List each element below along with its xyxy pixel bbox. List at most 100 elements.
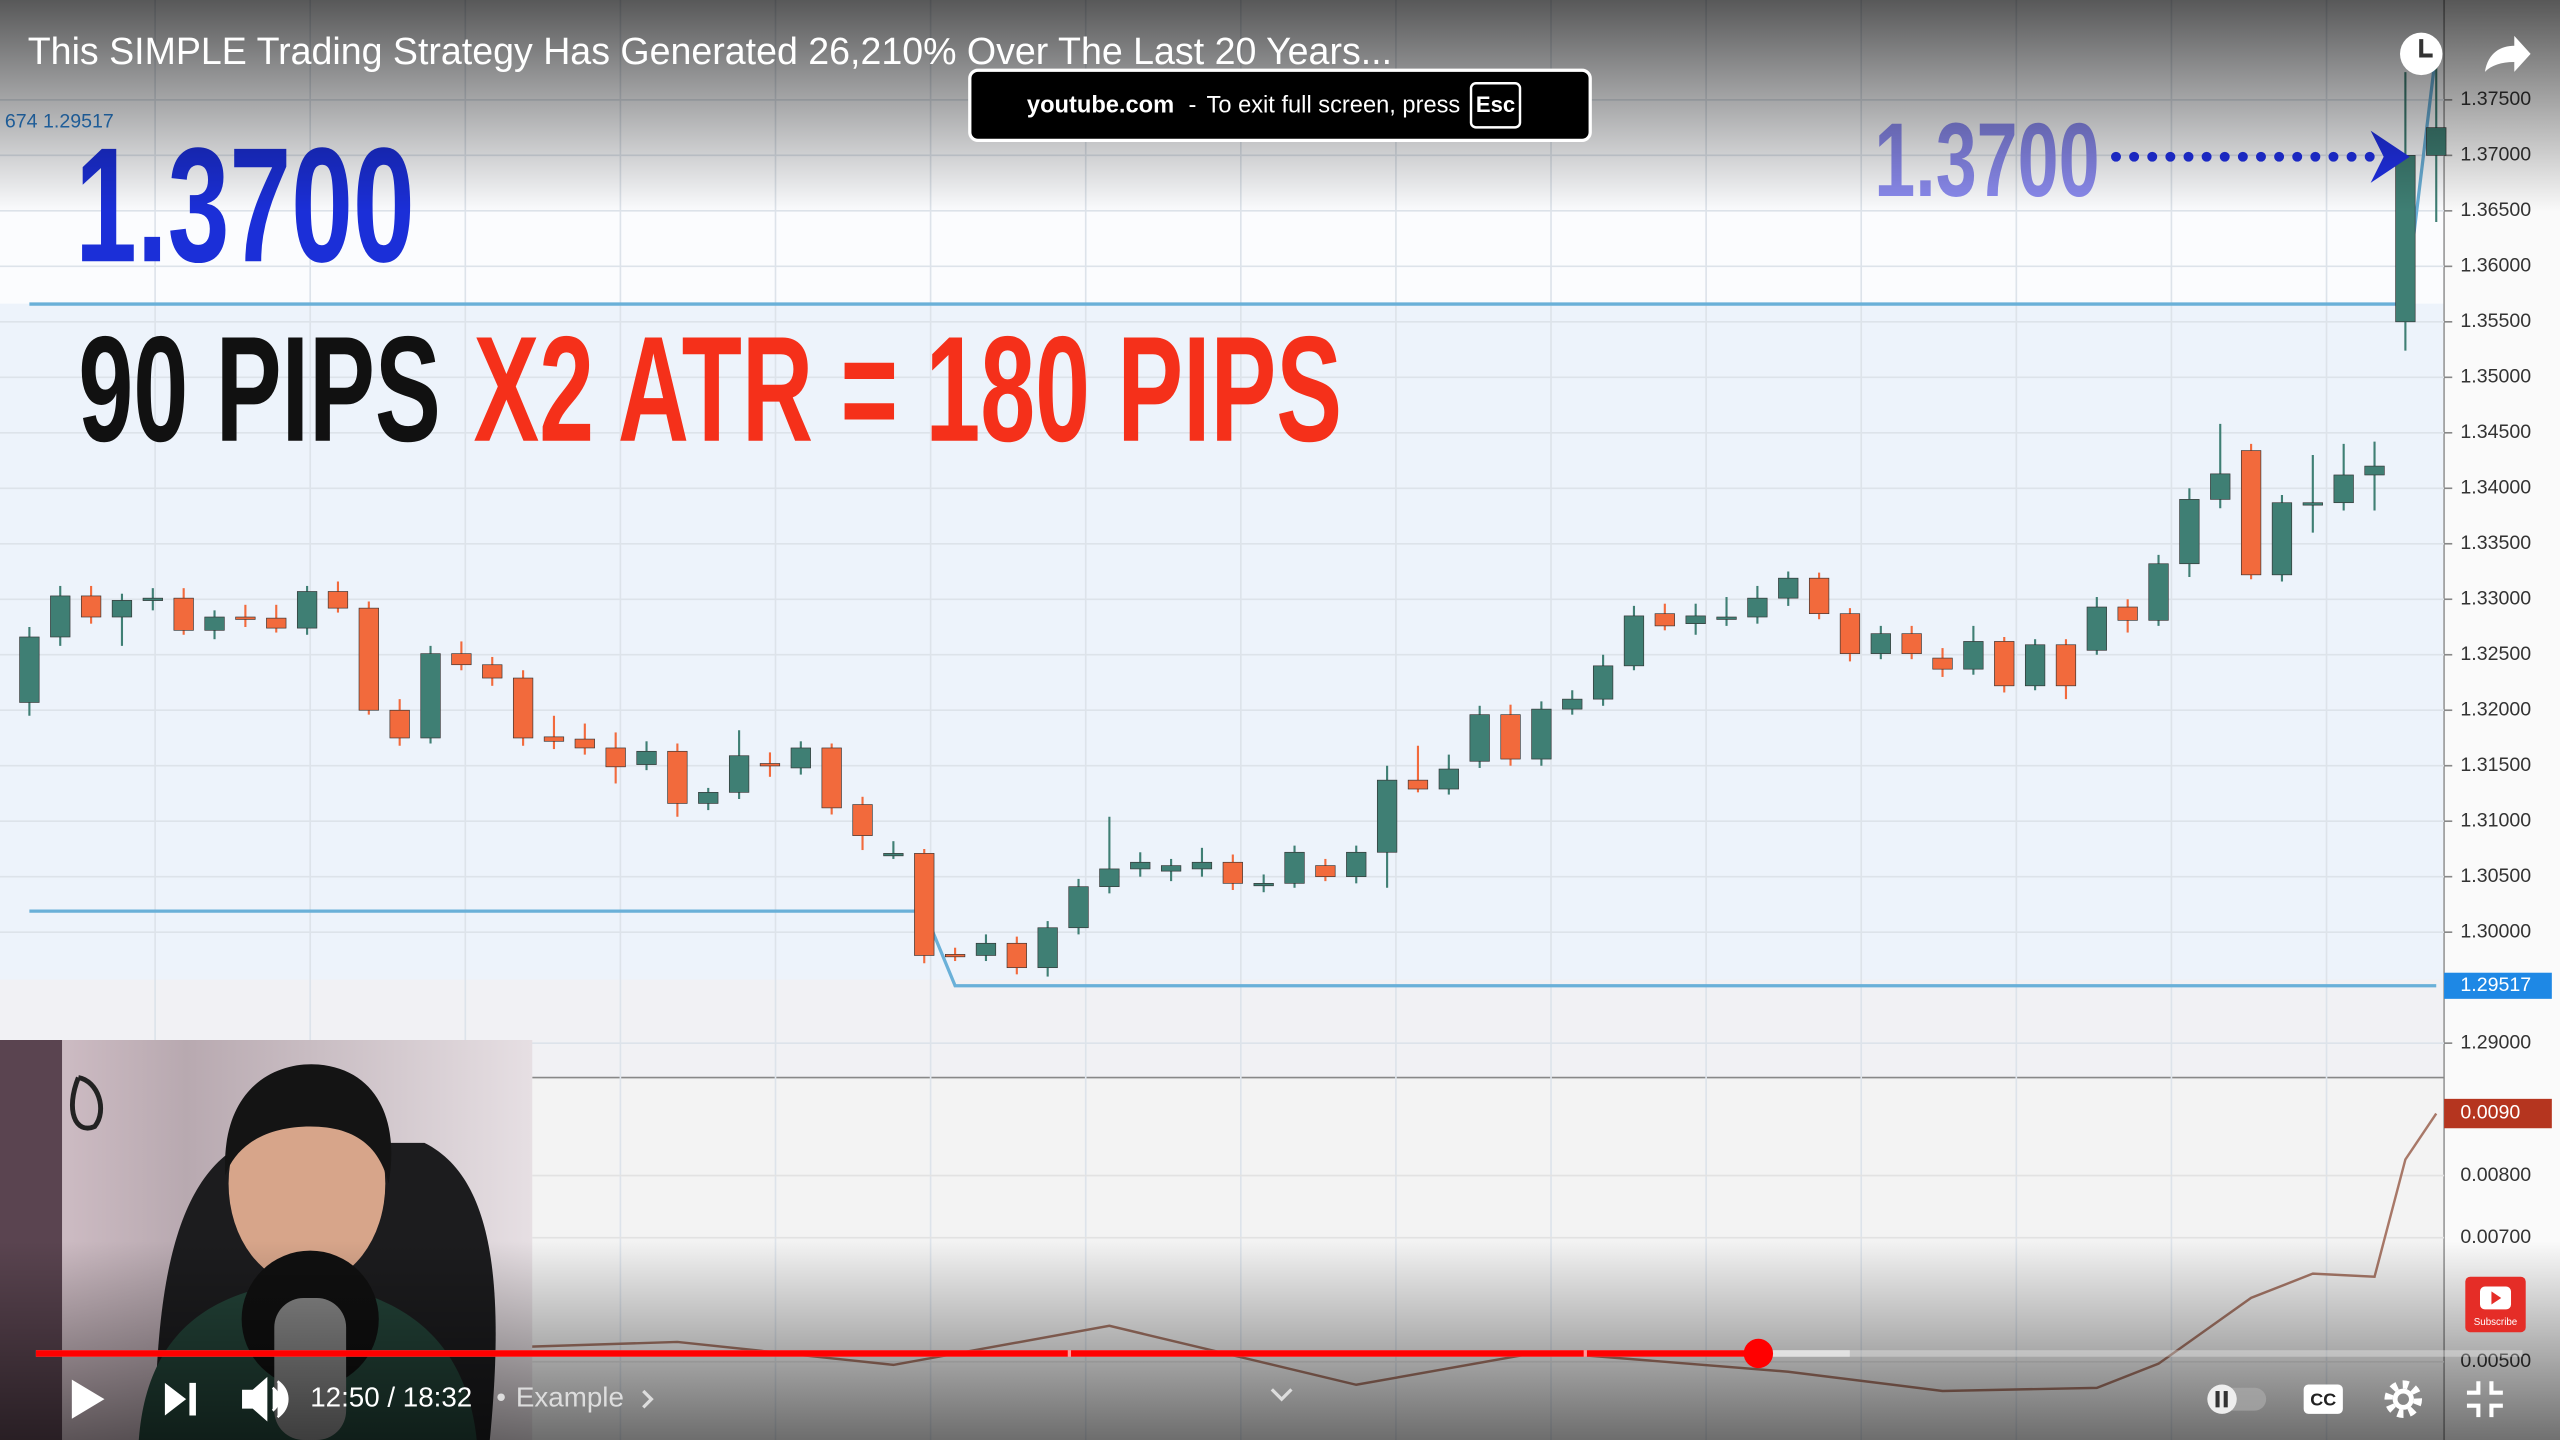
candle-body [1099, 868, 1120, 888]
candle-body [2302, 502, 2323, 506]
candle-body [80, 595, 102, 618]
annotation-atr: X2 ATR = 180 PIPS [473, 305, 1342, 473]
subscribe-watermark[interactable]: Subscribe [2465, 1276, 2526, 1333]
y-tick-label: 1.33500 [2460, 532, 2531, 554]
candle-body [1839, 613, 1861, 654]
candle-body [1623, 615, 1645, 667]
autoplay-knob [2207, 1384, 2237, 1414]
esc-label: Esc [1476, 92, 1515, 117]
candle-body [1469, 714, 1490, 762]
candle-body [327, 591, 349, 609]
chapter-title[interactable]: Example [516, 1382, 624, 1413]
candle-body [1222, 861, 1243, 884]
candle-body [451, 653, 472, 666]
candle-body [2271, 502, 2293, 576]
progress-bar[interactable] [35, 1338, 2523, 1369]
scrubber[interactable] [1743, 1338, 1774, 1369]
price-tag-label: 1.29517 [2460, 974, 2531, 996]
hair [225, 1064, 392, 1184]
candle-body [2364, 465, 2385, 476]
y-tick-label: 1.31500 [2460, 754, 2531, 776]
candle-body [1716, 616, 1737, 620]
candle-body [543, 736, 565, 742]
top-icons [2400, 32, 2531, 76]
pause-bar [2215, 1391, 2220, 1408]
chapter-chevron[interactable] [642, 1389, 654, 1409]
candle-body [944, 954, 966, 958]
subscribe-text: Subscribe [2474, 1317, 2518, 1328]
cc-text: CC [2310, 1390, 2336, 1410]
candle-body [883, 853, 904, 857]
candle-body [50, 595, 71, 638]
y-tick-label: 1.34500 [2460, 421, 2531, 443]
y-tick-label: 1.29000 [2460, 1031, 2531, 1053]
candle-body [790, 747, 811, 769]
candle-body [1315, 865, 1336, 878]
cc-button[interactable] [2303, 1384, 2343, 1414]
y-tick-label: 1.32000 [2460, 698, 2531, 720]
candle-body [1963, 641, 1984, 670]
candle-body [1068, 886, 1089, 929]
candle-body [1376, 779, 1398, 853]
controls: 12:50 / 18:32 • Example CC [71, 1376, 2503, 1422]
fullscreen-notice: youtube.com - To exit full screen, press… [968, 68, 1592, 143]
expand-chevron[interactable] [1270, 1388, 1293, 1402]
candle-body [1253, 883, 1274, 887]
settings-center [2392, 1388, 2414, 1410]
settings-button[interactable] [2384, 1380, 2423, 1418]
play-button[interactable] [71, 1379, 105, 1419]
candle-body [759, 763, 781, 767]
candle-body [111, 600, 133, 618]
candle-body [1901, 633, 1922, 654]
candle-body [1994, 641, 2015, 687]
y-tick-label: 1.34000 [2460, 476, 2531, 498]
candle-body [2179, 499, 2200, 565]
candle-body [1130, 861, 1151, 870]
candle-body [821, 747, 842, 809]
candle-body [1346, 851, 1367, 878]
candle-body [975, 942, 997, 956]
candle-body [358, 607, 379, 711]
exit-fullscreen[interactable] [2466, 1381, 2503, 1418]
candle-body [1685, 615, 1706, 624]
subscribe-play [2491, 1291, 2502, 1305]
candle-body [266, 617, 287, 629]
candle-body [1562, 698, 1583, 710]
share[interactable] [2484, 35, 2531, 72]
candle-body [1870, 633, 1891, 654]
candle-body [389, 709, 410, 739]
notice-site: youtube.com [1027, 92, 1174, 118]
next-button[interactable] [164, 1382, 196, 1416]
notice-dash: - [1189, 92, 1197, 118]
stop-line [29, 909, 2437, 988]
candle-body [2210, 473, 2231, 500]
candle-body [19, 636, 40, 703]
separator: • [496, 1382, 506, 1413]
candle-body [1006, 942, 1027, 969]
progress-played [35, 1350, 1759, 1357]
wall-decor [69, 1075, 104, 1131]
y2-tick-label: 0.00800 [2460, 1164, 2531, 1186]
y-tick-label: 1.36000 [2460, 255, 2531, 277]
candle-body [1654, 613, 1675, 627]
candle-body [698, 792, 719, 804]
atr-tag [2444, 1098, 2552, 1129]
candle-body [1747, 597, 1768, 618]
candle-body [2024, 644, 2046, 687]
candle-body [2333, 474, 2354, 504]
candle-body [1500, 714, 1521, 760]
candle-body [2055, 644, 2077, 687]
candle-body [914, 853, 935, 956]
candle-body [1531, 708, 1552, 760]
candle-body [2148, 563, 2169, 621]
y-tick-label: 1.35500 [2460, 310, 2531, 332]
volume-button[interactable] [242, 1376, 289, 1422]
y-tick-label: 1.31000 [2460, 809, 2531, 831]
y-tick-label: 1.32500 [2460, 643, 2531, 665]
candle-body [142, 597, 163, 601]
candle-body [1438, 768, 1459, 790]
candle-body [204, 616, 225, 631]
